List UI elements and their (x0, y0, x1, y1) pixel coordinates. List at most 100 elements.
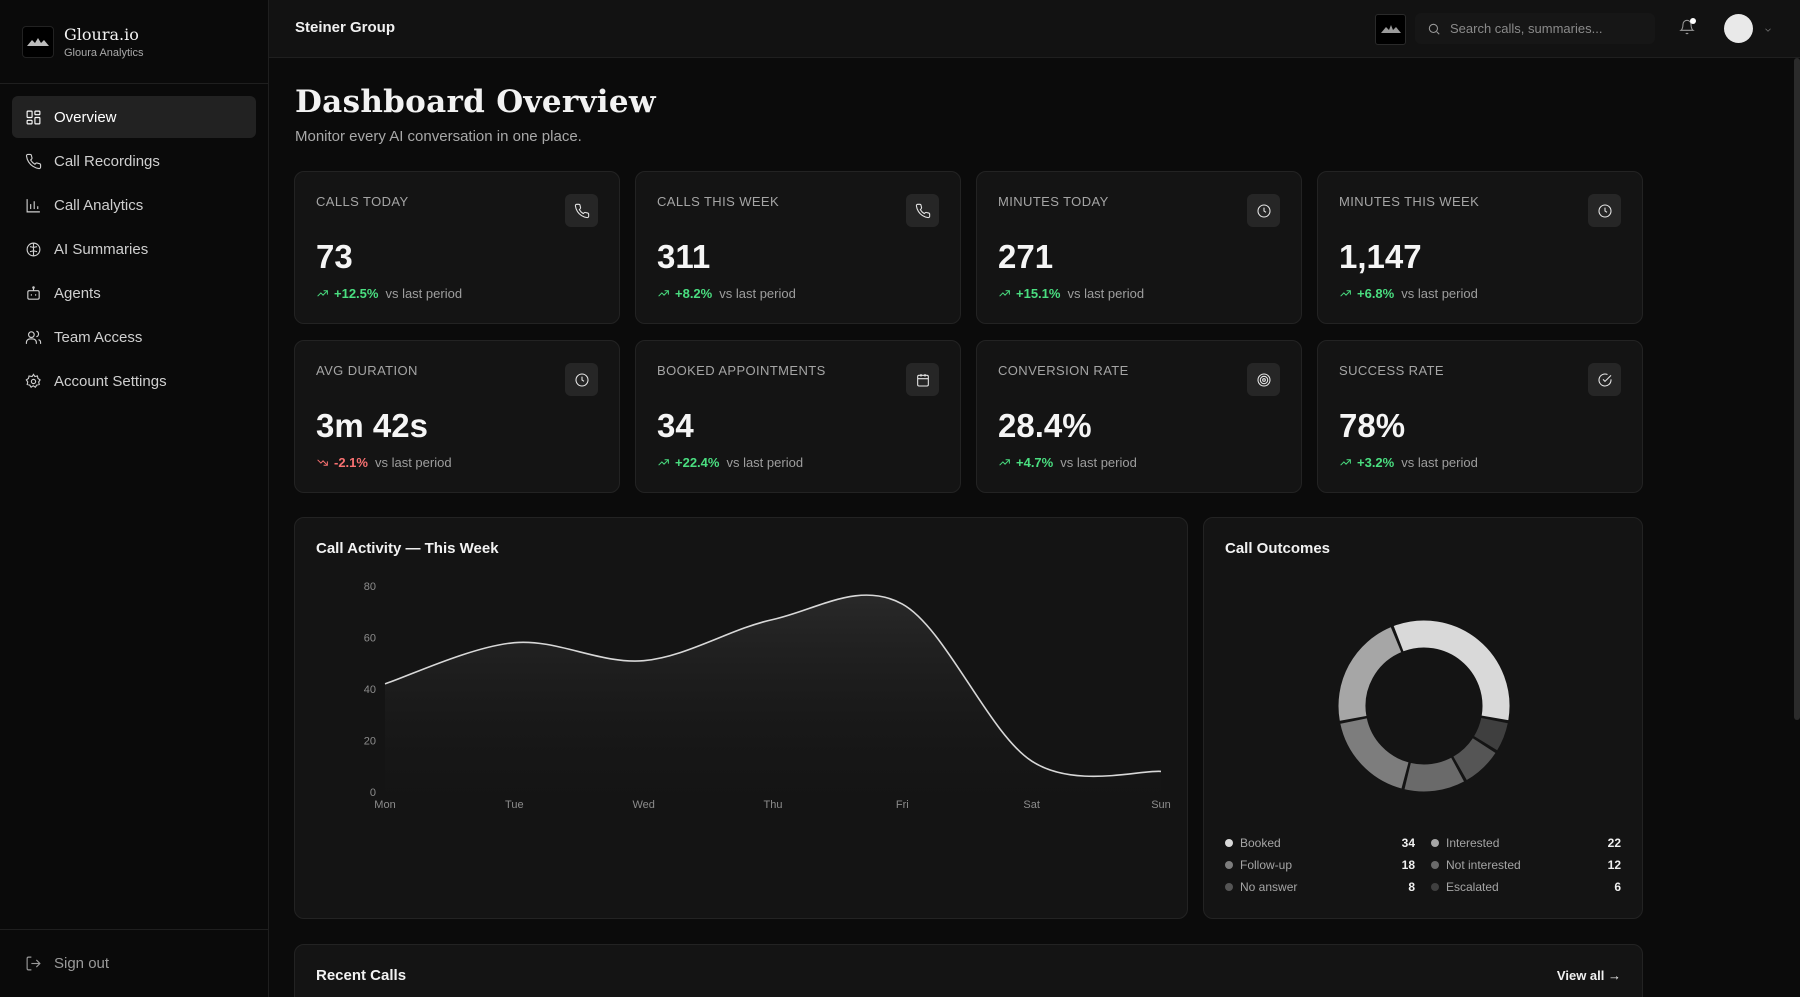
call-activity-title: Call Activity — This Week (316, 540, 499, 557)
legend-item[interactable]: Booked 34 (1225, 836, 1415, 850)
sidebar-item-call-analytics[interactable]: Call Analytics (12, 184, 256, 226)
stat-label: CALLS THIS WEEK (657, 194, 780, 209)
sidebar-item-team-access[interactable]: Team Access (12, 316, 256, 358)
stat-label: SUCCESS RATE (1339, 363, 1444, 378)
donut-slice-follow-up[interactable] (1339, 717, 1410, 790)
clock-icon (1597, 203, 1612, 218)
trend-up-icon (658, 459, 669, 466)
trend-up-icon (1340, 290, 1351, 297)
users-icon (25, 330, 42, 344)
call-outcomes-panel: Call Outcomes Booked 34 Interested 22 Follow… (1203, 517, 1643, 919)
logout-icon (26, 956, 41, 971)
stat-card-avg-duration[interactable]: AVG DURATION 3m 42s -2.1% vs last period (294, 340, 620, 493)
data-point[interactable] (513, 641, 516, 644)
chevron-down-icon[interactable] (1763, 22, 1773, 32)
donut-slice-interested[interactable] (1337, 625, 1403, 722)
stat-delta: +22.4% vs last period (657, 455, 803, 470)
donut-slice-escalated[interactable] (1472, 716, 1509, 752)
donut-slice-no-answer[interactable] (1452, 736, 1497, 782)
stat-card-success-rate[interactable]: SUCCESS RATE 78% +3.2% vs last period (1317, 340, 1643, 493)
call-activity-panel: Call Activity — This Week 0 20 40 60 80 Mon Tu… (294, 517, 1188, 919)
stat-card-minutes-this-week[interactable]: MINUTES THIS WEEK 1,147 +6.8% vs last per… (1317, 171, 1643, 324)
stat-card-minutes-today[interactable]: MINUTES TODAY 271 +15.1% vs last period (976, 171, 1302, 324)
sign-out-button[interactable]: Sign out (0, 929, 269, 997)
donut-slice-not-interested[interactable] (1403, 756, 1466, 793)
trend-up-icon (658, 290, 669, 297)
brain-icon (26, 242, 41, 256)
target-icon (1256, 372, 1271, 387)
sidebar-item-call-recordings[interactable]: Call Recordings (12, 140, 256, 182)
stat-delta: +4.7% vs last period (998, 455, 1137, 470)
legend-label: Not interested (1446, 858, 1521, 872)
check-circle-icon (1597, 373, 1612, 387)
legend-dot (1431, 839, 1439, 847)
org-logo-icon[interactable] (1375, 14, 1406, 45)
stat-card-calls-today[interactable]: CALLS TODAY 73 +12.5% vs last period (294, 171, 620, 324)
data-point[interactable] (1030, 760, 1033, 763)
y-tick-label: 80 (364, 581, 376, 593)
notifications-button[interactable] (1679, 18, 1697, 37)
clock-icon (574, 372, 589, 387)
legend-label: Follow-up (1240, 858, 1293, 872)
legend-dot (1225, 861, 1233, 869)
stat-card-conversion-rate[interactable]: CONVERSION RATE 28.4% +4.7% vs last perio… (976, 340, 1302, 493)
brand-name: Gloura.io (64, 24, 139, 44)
x-tick-label: Wed (632, 799, 654, 811)
legend-value: 12 (1607, 858, 1621, 872)
gear-icon (25, 372, 41, 388)
stat-card-booked-appointments[interactable]: BOOKED APPOINTMENTS 34 +22.4% vs last per… (635, 340, 961, 493)
stat-value: 1,147 (1339, 238, 1422, 275)
data-point[interactable] (772, 618, 775, 621)
legend-item[interactable]: Follow-up 18 (1225, 858, 1415, 872)
brand[interactable]: Gloura.io Gloura Analytics (0, 0, 268, 84)
call-outcomes-donut-chart (1337, 619, 1511, 793)
stat-label: AVG DURATION (316, 363, 418, 378)
stat-label: CONVERSION RATE (998, 363, 1129, 378)
stat-value: 3m 42s (316, 407, 428, 444)
sign-out-label: Sign out (54, 955, 110, 972)
y-tick-label: 0 (370, 787, 376, 799)
search-input[interactable] (1450, 21, 1650, 36)
stat-delta: +6.8% vs last period (1339, 286, 1478, 301)
x-tick-label: Sat (1023, 799, 1040, 811)
stat-delta: -2.1% vs last period (316, 455, 452, 470)
stat-label: MINUTES TODAY (998, 194, 1109, 209)
brand-logo-icon (22, 25, 54, 58)
view-all-link[interactable]: View all → (1556, 968, 1621, 983)
sidebar-nav: Overview Call Recordings Call Analytics … (0, 84, 268, 416)
data-point[interactable] (1160, 770, 1163, 773)
legend-item[interactable]: No answer 8 (1225, 880, 1415, 894)
sidebar-item-account-settings[interactable]: Account Settings (12, 360, 256, 402)
data-point[interactable] (642, 659, 645, 662)
page-title: Dashboard Overview (295, 84, 656, 120)
sidebar-item-ai-summaries[interactable]: AI Summaries (12, 228, 256, 270)
stat-delta: +3.2% vs last period (1339, 455, 1478, 470)
legend-item[interactable]: Escalated 6 (1431, 880, 1621, 894)
legend-dot (1225, 883, 1233, 891)
stat-label: CALLS TODAY (316, 194, 409, 209)
sidebar-item-label: Overview (54, 108, 117, 126)
clock-icon (1256, 203, 1271, 218)
stat-delta: +15.1% vs last period (998, 286, 1144, 301)
data-point[interactable] (901, 603, 904, 606)
data-point[interactable] (384, 682, 387, 685)
stat-value: 271 (998, 238, 1054, 275)
legend-label: Booked (1240, 836, 1281, 850)
recent-calls-panel: Recent Calls View all → (294, 944, 1643, 997)
legend-item[interactable]: Not interested 12 (1431, 858, 1621, 872)
sidebar: Gloura.io Gloura Analytics Overview Call… (0, 0, 269, 997)
stat-value: 28.4% (998, 407, 1092, 444)
legend-dot (1431, 883, 1439, 891)
avatar[interactable] (1724, 14, 1753, 43)
search-box[interactable] (1415, 13, 1655, 44)
legend-item[interactable]: Interested 22 (1431, 836, 1621, 850)
sidebar-item-label: Account Settings (54, 372, 167, 390)
trend-down-icon (317, 459, 328, 466)
donut-slice-booked[interactable] (1392, 619, 1511, 722)
sidebar-item-agents[interactable]: Agents (12, 272, 256, 314)
phone-icon (915, 203, 930, 218)
sidebar-item-overview[interactable]: Overview (12, 96, 256, 138)
x-tick-label: Mon (374, 799, 395, 811)
page-scrollbar[interactable] (1794, 58, 1800, 720)
stat-card-calls-this-week[interactable]: CALLS THIS WEEK 311 +8.2% vs last period (635, 171, 961, 324)
